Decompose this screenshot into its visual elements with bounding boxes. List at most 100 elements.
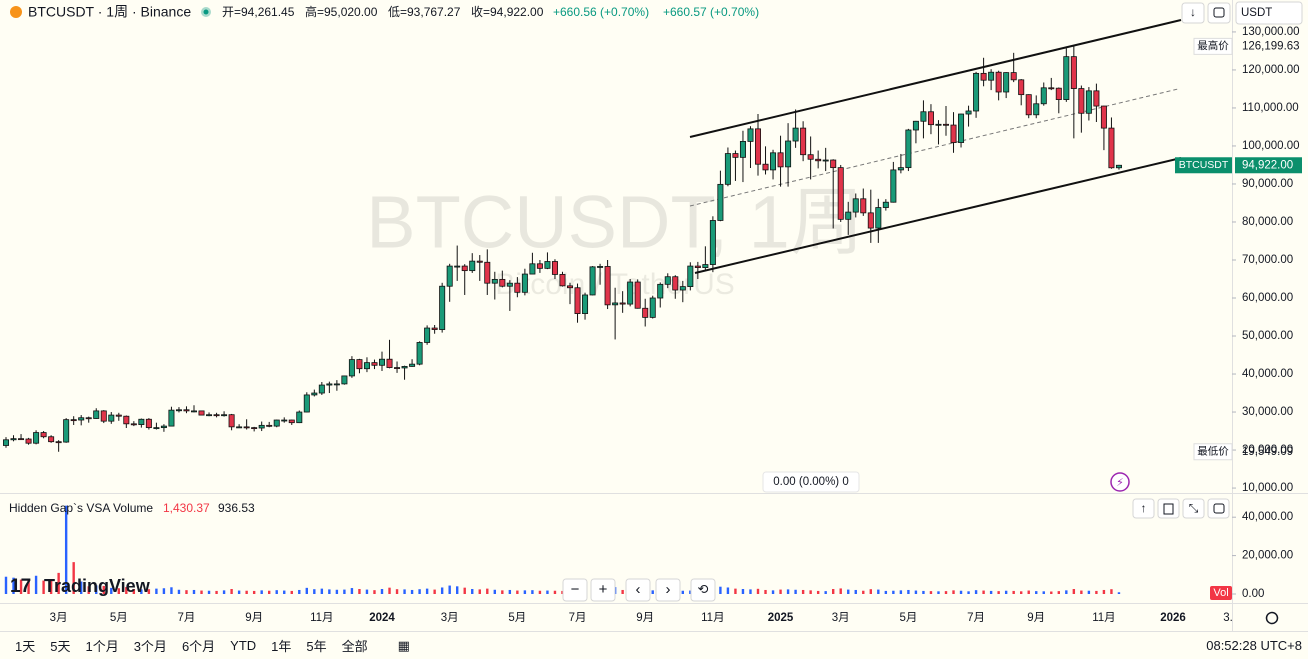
x-tick-label: 9月 — [636, 612, 654, 624]
range-button[interactable]: 3个月 — [133, 639, 167, 654]
candle-body — [378, 358, 385, 366]
volume-bar — [1057, 591, 1060, 594]
volume-bar — [155, 588, 158, 594]
candle-body — [559, 274, 566, 287]
candle-body — [687, 265, 694, 288]
scroll-left[interactable] — [625, 578, 651, 602]
volume-bar — [230, 589, 233, 594]
fullscreen-button[interactable] — [1207, 2, 1231, 24]
candle-body — [33, 432, 40, 444]
volume-bar — [967, 591, 970, 594]
settings-icon[interactable] — [1265, 611, 1279, 625]
volume-bar — [34, 575, 38, 594]
scroll-right[interactable] — [655, 578, 681, 602]
volume-bar — [95, 585, 98, 594]
volume-bar — [80, 581, 83, 594]
candle-body — [1055, 87, 1062, 100]
volume-bar — [538, 590, 542, 594]
volume-bar — [395, 589, 399, 594]
chart: BTCUSDT, 1周 Bitcoin / TetherUS BTCUSDT ·… — [0, 0, 1308, 632]
candle-body — [1108, 127, 1115, 169]
candle-body — [1048, 87, 1055, 90]
volume-bar — [380, 589, 384, 594]
x-tick-label: 5月 — [508, 612, 526, 624]
range-button[interactable]: 1天 — [15, 639, 36, 654]
ohlc-low: 低=93,767.27 — [388, 5, 461, 19]
volume-bar — [764, 589, 767, 594]
volume-bar — [185, 590, 188, 594]
move-up-button[interactable] — [1132, 498, 1155, 519]
x-tick-label: 11月 — [701, 612, 724, 624]
volume-bar — [425, 588, 429, 594]
candle-body — [145, 418, 152, 429]
volume-bar — [57, 572, 60, 594]
volume-bar — [440, 587, 444, 594]
scroll-button[interactable] — [1181, 2, 1205, 24]
zoom-in[interactable] — [590, 578, 616, 602]
x-tick-label: 7月 — [569, 612, 587, 624]
range-button[interactable]: YTD — [230, 638, 257, 653]
volume-bar — [140, 589, 143, 594]
marker-title: 最高价 — [1197, 39, 1229, 52]
date-range-button[interactable]: ▦ — [397, 637, 410, 653]
zoom-out[interactable] — [562, 578, 588, 602]
candle-body — [258, 424, 265, 429]
volume-bar — [816, 590, 820, 594]
volume-bar — [756, 588, 760, 594]
volume-bar — [1042, 591, 1045, 594]
range-button[interactable]: 全部 — [341, 639, 368, 654]
volume-bar — [824, 591, 827, 594]
maximize-button[interactable] — [1207, 498, 1230, 519]
candle-body — [1040, 87, 1047, 105]
volume-bar — [335, 589, 339, 594]
collapse-button[interactable] — [1182, 498, 1205, 519]
candle-body — [273, 419, 280, 427]
volume-bar — [809, 590, 812, 594]
volume-bar — [313, 589, 316, 594]
x-tick-label: 3. — [1223, 612, 1233, 624]
candle-body — [1115, 164, 1122, 169]
range-button[interactable]: 6个月 — [181, 639, 216, 654]
currency-select[interactable] — [1235, 1, 1303, 25]
candle-body — [544, 261, 551, 269]
volume-bar — [1095, 590, 1098, 594]
candle-body — [93, 410, 100, 419]
range-button[interactable]: 1个月 — [85, 639, 119, 654]
candle-body — [63, 419, 70, 443]
x-tick-label: 3月 — [832, 612, 850, 624]
volume-bar — [741, 589, 745, 594]
reset-icon: ⟲ — [698, 581, 709, 596]
x-tick-label: 2024 — [369, 612, 395, 624]
candle-body — [386, 358, 393, 368]
volume-bar — [959, 590, 963, 594]
volume-bar — [245, 590, 248, 594]
range-button[interactable]: 1年 — [271, 639, 292, 654]
candle-body — [311, 392, 318, 396]
y-tick-label: 110,000.00 — [1242, 102, 1299, 114]
volume-bar — [418, 589, 421, 594]
alert-icon[interactable] — [1110, 472, 1130, 492]
volume-bar — [1087, 590, 1091, 594]
volume-bar — [531, 590, 534, 594]
volume-bar — [463, 587, 466, 594]
range-button[interactable]: 5年 — [306, 639, 327, 654]
volume-bar — [117, 588, 120, 594]
candle-body — [303, 394, 310, 413]
volume-bar — [260, 590, 263, 594]
candle-body — [702, 264, 709, 268]
candle-body — [431, 327, 438, 330]
volume-bar — [892, 590, 895, 594]
candle-body — [281, 419, 288, 422]
reset[interactable] — [690, 578, 716, 602]
volume-bar — [1035, 591, 1038, 594]
volume-y-tick-label: 20,000.00 — [1242, 550, 1293, 562]
range-button[interactable]: 5天 — [50, 639, 71, 654]
candle-body — [995, 71, 1002, 93]
delete-button[interactable] — [1157, 498, 1180, 519]
candle-body — [363, 362, 370, 370]
ohlc-close: 收=94,922.00 — [471, 5, 544, 19]
volume-bar — [854, 589, 857, 594]
candle-body — [401, 366, 408, 369]
volume-bar — [1102, 589, 1106, 594]
candle-body — [649, 297, 656, 318]
